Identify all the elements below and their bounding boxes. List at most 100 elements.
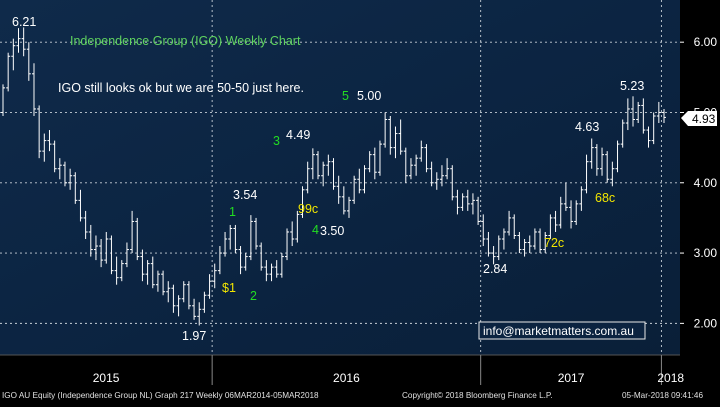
ohlc-bar (62, 161, 67, 187)
ohlc-bar (290, 221, 295, 247)
ohlc-bar (346, 196, 351, 218)
chart-title: Independence Group (IGO) Weekly Chart (70, 34, 301, 48)
ohlc-bar (243, 253, 248, 271)
ohlc-bar (16, 28, 21, 53)
annotation-label: $1 (222, 281, 236, 295)
ohlc-bar (57, 158, 62, 180)
ohlc-bar (372, 147, 377, 180)
price-bars (1, 27, 666, 326)
y-tick-label: 4.00 (694, 176, 718, 190)
ohlc-bar (321, 161, 326, 187)
annotation-label: 4.49 (286, 128, 310, 142)
footer-left-text: IGO AU Equity (Independence Group NL) Gr… (2, 391, 319, 400)
annotation-label: 6.21 (12, 15, 36, 29)
ohlc-bar (37, 105, 42, 159)
ohlc-bar (192, 298, 197, 320)
ohlc-bar (481, 214, 486, 247)
ohlc-bar (254, 217, 259, 250)
ohlc-bar (326, 154, 331, 176)
ohlc-bar (212, 263, 217, 289)
annotation-label: 3.54 (233, 188, 257, 202)
ohlc-bar (6, 52, 11, 92)
ohlc-bar (501, 228, 506, 250)
ohlc-bar (295, 210, 300, 243)
ohlc-bar (620, 119, 625, 148)
ohlc-bar (579, 186, 584, 211)
annotation-label: 5.23 (620, 79, 644, 93)
ohlc-bar (124, 242, 129, 268)
ohlc-bar (109, 235, 114, 275)
ohlc-bar (470, 193, 475, 215)
ohlc-bar (646, 126, 651, 148)
ohlc-bar (238, 246, 243, 275)
ohlc-bar (197, 302, 202, 326)
ohlc-bar (625, 98, 630, 131)
ohlc-bar (522, 239, 527, 257)
ohlc-bar (130, 210, 135, 254)
ohlc-bar (114, 256, 119, 285)
x-tick-label: 2017 (558, 371, 585, 385)
x-tick-label: 2016 (333, 371, 360, 385)
ohlc-bar (248, 215, 253, 261)
annotation-label: 1.97 (182, 329, 206, 343)
ohlc-bar (641, 98, 646, 134)
ohlc-bar (68, 168, 73, 190)
ohlc-bar (398, 119, 403, 155)
ohlc-bar (631, 96, 636, 127)
ohlc-bar (259, 242, 264, 271)
ohlc-bar (424, 144, 429, 173)
ohlc-bar (429, 161, 434, 187)
ohlc-bar (615, 140, 620, 173)
ohlc-bar (300, 186, 305, 218)
ohlc-bar (600, 147, 605, 176)
ohlc-bar (31, 63, 36, 116)
ohlc-bar (574, 200, 579, 225)
ohlc-bar (207, 274, 212, 299)
ohlc-bar (569, 200, 574, 229)
annotation-label: 2 (250, 289, 257, 303)
ohlc-bar (512, 214, 517, 240)
annotation-label: 4.63 (575, 120, 599, 134)
annotation-label: 3.50 (320, 224, 344, 238)
ohlc-bar (605, 151, 610, 183)
ohlc-bar (341, 186, 346, 215)
ohlc-bar (445, 158, 450, 180)
ohlc-bar (439, 165, 444, 187)
ohlc-bar (269, 263, 274, 282)
annotation-label: 5.00 (357, 89, 381, 103)
ohlc-bar (460, 193, 465, 211)
ohlc-bar (202, 291, 207, 313)
annotation-label: 68c (595, 191, 615, 205)
ohlc-bar (548, 214, 553, 240)
ohlc-bar (99, 239, 104, 268)
ohlc-bar (517, 231, 522, 254)
ohlc-bar (367, 151, 372, 173)
ohlc-bar (26, 42, 31, 81)
ohlc-bar (285, 228, 290, 261)
ohlc-bar (414, 154, 419, 176)
x-axis: 2015 2016 2017 2018 (0, 354, 684, 385)
y-tick-label: 3.00 (694, 246, 718, 260)
x-tick-label: 2018 (657, 371, 684, 385)
ohlc-bar (42, 133, 47, 162)
annotation-label: 72c (544, 236, 564, 250)
chart-subtitle: IGO still looks ok but we are 50-50 just… (58, 81, 304, 95)
ohlc-bar (305, 161, 310, 194)
ohlc-bar (155, 270, 160, 292)
ohlc-bar (538, 228, 543, 254)
ohlc-bar (408, 158, 413, 180)
ohlc-bar (507, 210, 512, 236)
ohlc-bar (135, 217, 140, 261)
ohlc-bar (279, 253, 284, 278)
ohlc-bar (486, 231, 491, 257)
ohlc-bar (316, 151, 321, 180)
ohlc-bar (186, 281, 191, 310)
ohlc-bar (584, 154, 589, 194)
axis-background (680, 0, 720, 355)
ohlc-bar (93, 235, 98, 261)
annotations: 6.21 1.97 3.54 4.49 3.50 5.00 2.84 4.63 5.23 1 2 3 4… (12, 15, 644, 343)
ohlc-bar (383, 112, 388, 148)
ohlc-bar (558, 196, 563, 229)
annotation-label: 1 (229, 205, 236, 219)
